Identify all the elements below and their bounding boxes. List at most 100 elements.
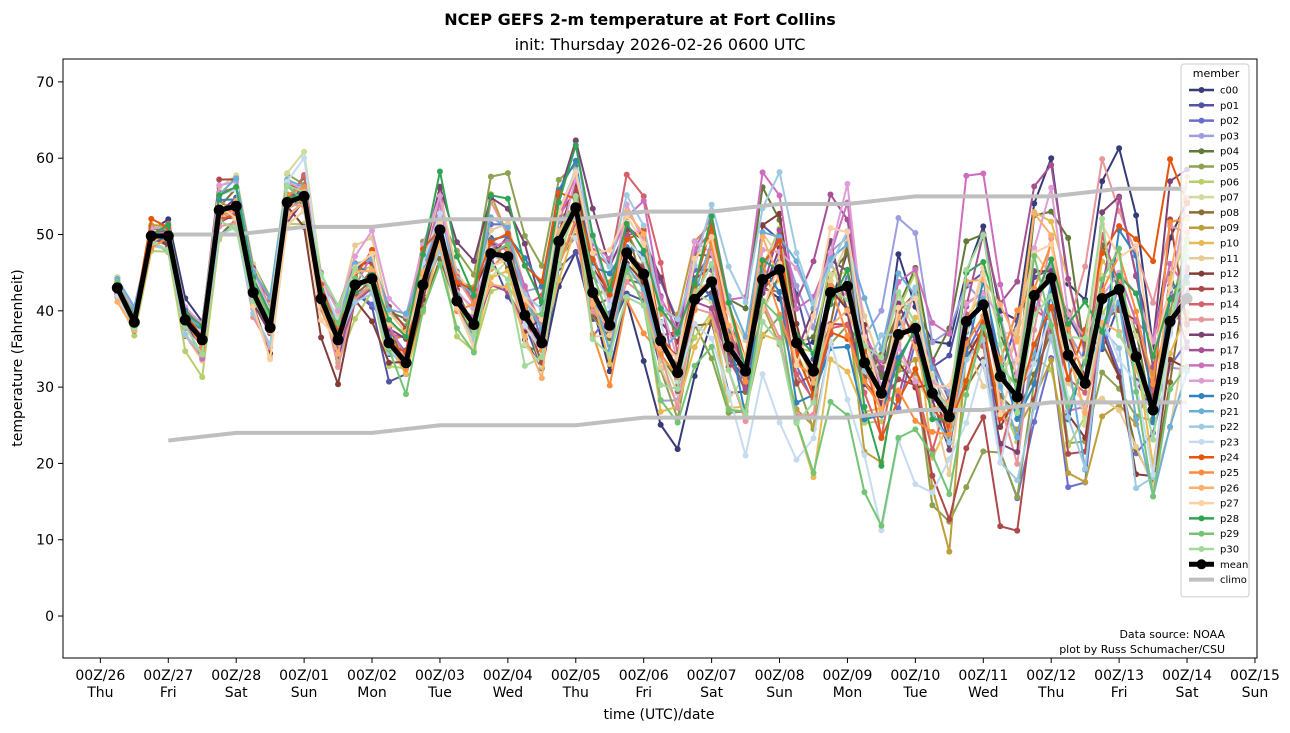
member-line-p16	[116, 139, 1188, 453]
legend-marker	[1198, 546, 1205, 552]
x-tick-label: 00Z/12	[1026, 668, 1076, 684]
mean-point	[366, 273, 378, 285]
member-point-p29	[946, 491, 953, 498]
legend-marker	[1198, 285, 1205, 292]
member-point-p24	[1048, 303, 1055, 310]
member-point-p23	[997, 459, 1004, 466]
member-point-p12	[997, 424, 1004, 431]
mean-point	[926, 387, 938, 399]
member-point-p18	[912, 266, 919, 273]
legend-marker	[1198, 500, 1205, 507]
member-point-p26	[1048, 232, 1055, 239]
member-point-p28	[386, 316, 393, 323]
member-point-p28	[1167, 296, 1174, 303]
x-tick-day-label: Wed	[968, 685, 999, 701]
member-point-p05	[929, 502, 936, 509]
member-point-p30	[199, 351, 206, 358]
member-point-p29	[1048, 322, 1055, 329]
member-point-p09	[1048, 357, 1055, 364]
member-point-p26	[827, 322, 834, 329]
member-point-p29	[929, 451, 936, 458]
member-point-p19	[691, 238, 698, 245]
member-point-p29	[335, 319, 342, 326]
member-point-p11	[1065, 380, 1072, 387]
legend-marker	[1198, 209, 1205, 216]
member-point-p17	[776, 227, 783, 234]
member-point-p05	[1099, 369, 1106, 376]
legend-item-climo: climo	[1189, 575, 1247, 586]
member-point-p11	[352, 242, 359, 249]
mean-point	[706, 276, 718, 288]
legend-label: p19	[1220, 376, 1239, 387]
member-point-p23	[301, 154, 308, 161]
x-tick-day-label: Tue	[427, 685, 452, 701]
member-point-p30	[793, 420, 800, 427]
member-point-p30	[589, 336, 596, 343]
legend-marker	[1198, 148, 1205, 155]
member-point-p16	[453, 239, 460, 246]
member-point-p06	[199, 374, 206, 381]
member-point-p24	[453, 279, 460, 286]
member-point-p22	[776, 169, 783, 176]
member-point-p07	[301, 148, 308, 155]
member-point-p18	[997, 281, 1004, 288]
member-point-p28	[453, 253, 460, 260]
member-point-p24	[1031, 341, 1038, 348]
member-point-p05	[963, 484, 970, 491]
member-point-p09	[1065, 469, 1072, 476]
member-point-p16	[572, 137, 579, 144]
member-point-p16	[1014, 448, 1021, 455]
member-point-p28	[589, 232, 596, 239]
member-point-p29	[708, 343, 715, 350]
mean-point	[1147, 404, 1159, 416]
member-point-p30	[470, 331, 477, 338]
legend-label: p29	[1220, 529, 1239, 540]
member-point-p10	[691, 344, 698, 351]
member-point-p22	[182, 331, 189, 338]
mean-point	[247, 286, 259, 298]
mean-point	[909, 322, 921, 334]
member-point-p25	[844, 332, 851, 339]
legend-marker	[1198, 469, 1205, 476]
legend-item-p28: p28	[1189, 514, 1239, 525]
member-point-p29	[1099, 276, 1106, 283]
x-tick-label: 00Z/03	[415, 668, 465, 684]
member-point-p27	[589, 250, 596, 257]
legend-marker	[1198, 255, 1205, 262]
member-point-c00	[606, 368, 613, 375]
legend-marker	[1198, 178, 1205, 185]
legend-item-p12: p12	[1189, 269, 1239, 280]
member-point-p19	[216, 182, 223, 189]
member-point-p29	[419, 307, 426, 314]
member-point-p19	[1031, 245, 1038, 252]
member-point-p15	[1150, 299, 1157, 306]
legend-item-p16: p16	[1189, 330, 1239, 341]
member-point-p05	[980, 448, 987, 455]
member-point-p22	[725, 263, 732, 270]
member-point-p15	[335, 364, 342, 371]
member-point-p28	[1082, 298, 1089, 305]
legend-item-c00: c00	[1189, 86, 1238, 97]
mean-point	[332, 334, 344, 346]
member-point-p05	[555, 176, 562, 183]
x-tick-day-label: Tue	[902, 685, 927, 701]
x-tick-day-label: Mon	[833, 685, 863, 701]
member-point-p08	[1167, 379, 1174, 386]
y-tick-label: 10	[36, 533, 54, 549]
member-point-p28	[640, 247, 647, 254]
mean-point	[417, 279, 429, 291]
member-point-p28	[1116, 272, 1123, 279]
member-point-p24	[1099, 250, 1106, 257]
legend-label: p03	[1220, 131, 1239, 142]
member-point-p19	[352, 253, 359, 260]
mean-point	[485, 248, 497, 260]
member-point-c00	[895, 251, 902, 258]
member-point-p27	[1167, 285, 1174, 292]
member-point-p30	[538, 354, 545, 361]
member-point-p26	[1082, 409, 1089, 416]
member-point-p13	[980, 414, 987, 421]
legend-label: p14	[1220, 300, 1239, 311]
member-point-p22	[1116, 345, 1123, 352]
member-point-p26	[487, 281, 494, 288]
